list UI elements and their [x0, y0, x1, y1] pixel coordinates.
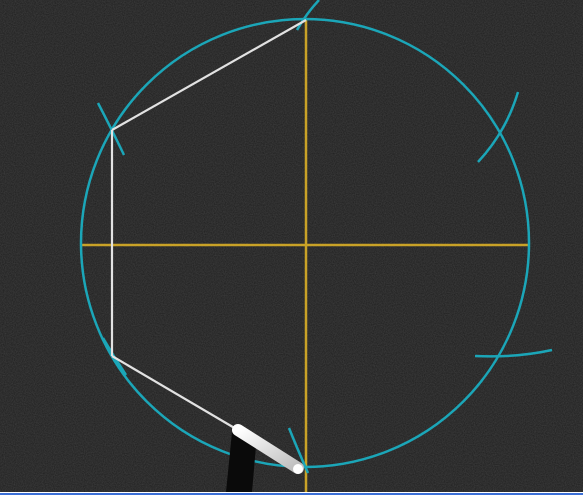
chalk-stick [232, 424, 304, 474]
arc-mark-top [295, 0, 320, 31]
arc-mark-lower-right [474, 348, 553, 358]
arc-mark-upper-left [96, 102, 126, 156]
arc-mark-bottom [287, 427, 310, 474]
hexagon-edge-top-left [111, 19, 307, 131]
arc-mark-upper-right [477, 91, 520, 163]
chalk-tip [293, 464, 303, 474]
chalk-holder-shadow [226, 432, 256, 492]
bottom-border [0, 493, 583, 495]
hexagon-edge-bottom-left [111, 355, 244, 434]
